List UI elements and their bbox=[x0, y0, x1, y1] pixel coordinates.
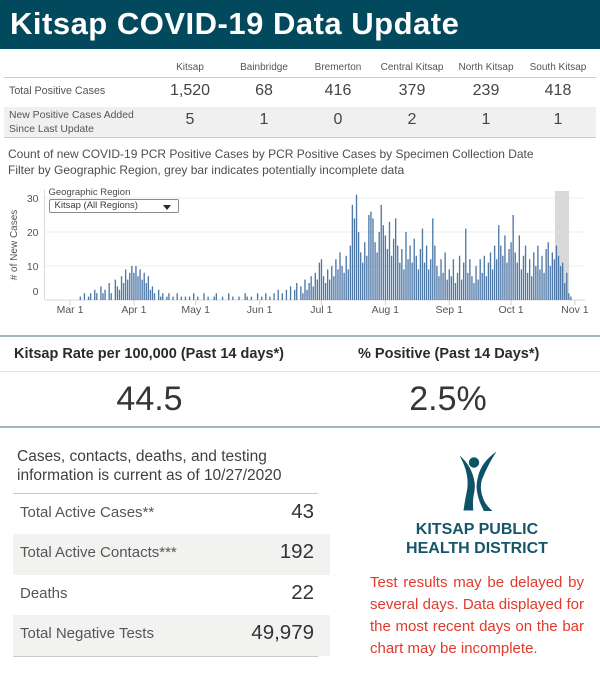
svg-text:0: 0 bbox=[33, 286, 39, 298]
svg-text:Sep 1: Sep 1 bbox=[435, 304, 463, 316]
svg-text:Jun 1: Jun 1 bbox=[247, 304, 273, 316]
svg-text:Apr 1: Apr 1 bbox=[121, 304, 146, 316]
svg-text:20: 20 bbox=[27, 227, 39, 239]
svg-text:30: 30 bbox=[27, 193, 39, 205]
svg-text:# of New Cases: # of New Cases bbox=[9, 210, 20, 281]
svg-text:Mar 1: Mar 1 bbox=[57, 304, 84, 316]
svg-text:10: 10 bbox=[27, 261, 39, 273]
svg-text:Oct 1: Oct 1 bbox=[498, 304, 523, 316]
svg-text:Aug 1: Aug 1 bbox=[372, 304, 400, 316]
svg-text:Nov 1: Nov 1 bbox=[561, 304, 589, 316]
svg-text:May 1: May 1 bbox=[181, 304, 210, 316]
svg-text:Jul 1: Jul 1 bbox=[310, 304, 332, 316]
